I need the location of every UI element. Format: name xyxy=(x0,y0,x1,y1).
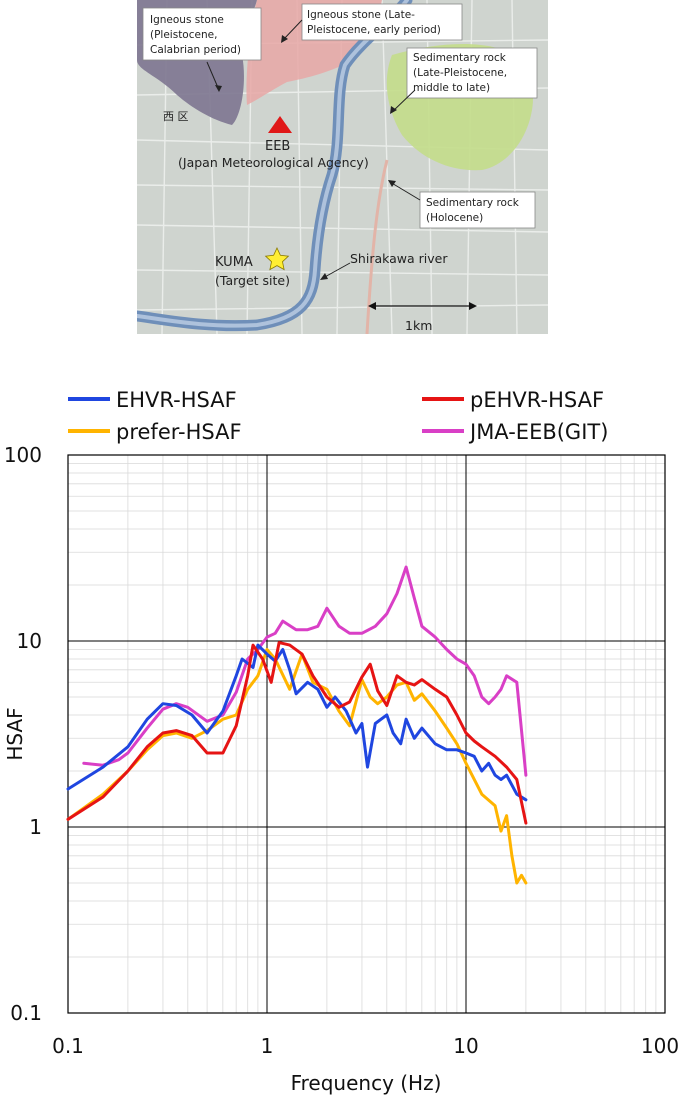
scale-bar: 1km xyxy=(368,302,477,333)
series-layer xyxy=(66,565,528,885)
chart-legend: EHVR-HSAF prefer-HSAF pEHVR-HSAF JMA-EEB… xyxy=(68,388,608,444)
y-axis-ticks: 0.1 1 10 100 xyxy=(4,443,42,1025)
river-label: Shirakawa river xyxy=(350,251,448,266)
svg-text:Pleistocene, early period): Pleistocene, early period) xyxy=(307,24,441,36)
label-sedimentary-late: Sedimentary rock (Late-Pleistocene, midd… xyxy=(390,47,538,114)
label-sedimentary-holocene: Sedimentary rock (Holocene) xyxy=(388,180,536,229)
x-axis-ticks: 0.1 1 10 100 xyxy=(52,1034,679,1058)
x-axis-title: Frequency (Hz) xyxy=(291,1071,442,1095)
kuma-target-label: (Target site) xyxy=(215,273,290,288)
legend-label-prefer: prefer-HSAF xyxy=(116,420,242,444)
label-igneous-late: Igneous stone (Late- Pleistocene, early … xyxy=(281,3,463,43)
svg-text:Sedimentary rock: Sedimentary rock xyxy=(426,197,520,209)
legend-label-pehvr: pEHVR-HSAF xyxy=(470,388,604,412)
x-tick-label: 1 xyxy=(261,1034,274,1058)
svg-text:Igneous stone: Igneous stone xyxy=(150,14,224,26)
y-tick-label: 0.1 xyxy=(10,1001,42,1025)
road-line xyxy=(365,159,389,334)
svg-text:(Pleistocene,: (Pleistocene, xyxy=(150,29,217,41)
geology-map: Igneous stone (Pleistocene, Calabrian pe… xyxy=(137,0,548,334)
y-tick-label: 1 xyxy=(29,815,42,839)
svg-text:1km: 1km xyxy=(405,318,432,333)
eeb-marker xyxy=(268,116,292,133)
svg-text:(Late-Pleistocene,: (Late-Pleistocene, xyxy=(413,67,507,79)
legend-label-ehvr: EHVR-HSAF xyxy=(116,388,237,412)
grid-minor xyxy=(68,455,665,1013)
x-tick-label: 100 xyxy=(641,1034,679,1058)
eeb-agency-label: (Japan Meteorological Agency) xyxy=(178,155,369,170)
ward-label: 西 区 xyxy=(163,110,189,123)
kuma-star-marker xyxy=(264,247,290,271)
kuma-label: KUMA xyxy=(215,255,253,270)
svg-text:middle to late): middle to late) xyxy=(413,82,490,94)
y-tick-label: 100 xyxy=(4,443,42,467)
svg-text:Sedimentary rock: Sedimentary rock xyxy=(413,52,507,64)
x-tick-label: 0.1 xyxy=(52,1034,84,1058)
hsaf-chart: EHVR-HSAF prefer-HSAF pEHVR-HSAF JMA-EEB… xyxy=(3,388,679,1095)
plot-frame xyxy=(67,454,666,1014)
grid-major xyxy=(68,455,665,1013)
legend-label-jma: JMA-EEB(GIT) xyxy=(468,420,608,444)
y-axis-title: HSAF xyxy=(3,707,27,760)
series-line-jma xyxy=(82,565,528,777)
x-tick-label: 10 xyxy=(453,1034,478,1058)
series-line-pehvr xyxy=(66,641,528,825)
label-igneous-calabrian: Igneous stone (Pleistocene, Calabrian pe… xyxy=(142,7,262,92)
series-line-ehvr xyxy=(66,643,528,802)
y-tick-label: 10 xyxy=(17,629,42,653)
eeb-label: EEB xyxy=(265,139,290,154)
svg-text:Calabrian period): Calabrian period) xyxy=(150,44,241,56)
svg-text:Igneous stone (Late-: Igneous stone (Late- xyxy=(307,9,415,21)
svg-text:(Holocene): (Holocene) xyxy=(426,212,483,224)
series-line-prefer xyxy=(66,648,528,885)
